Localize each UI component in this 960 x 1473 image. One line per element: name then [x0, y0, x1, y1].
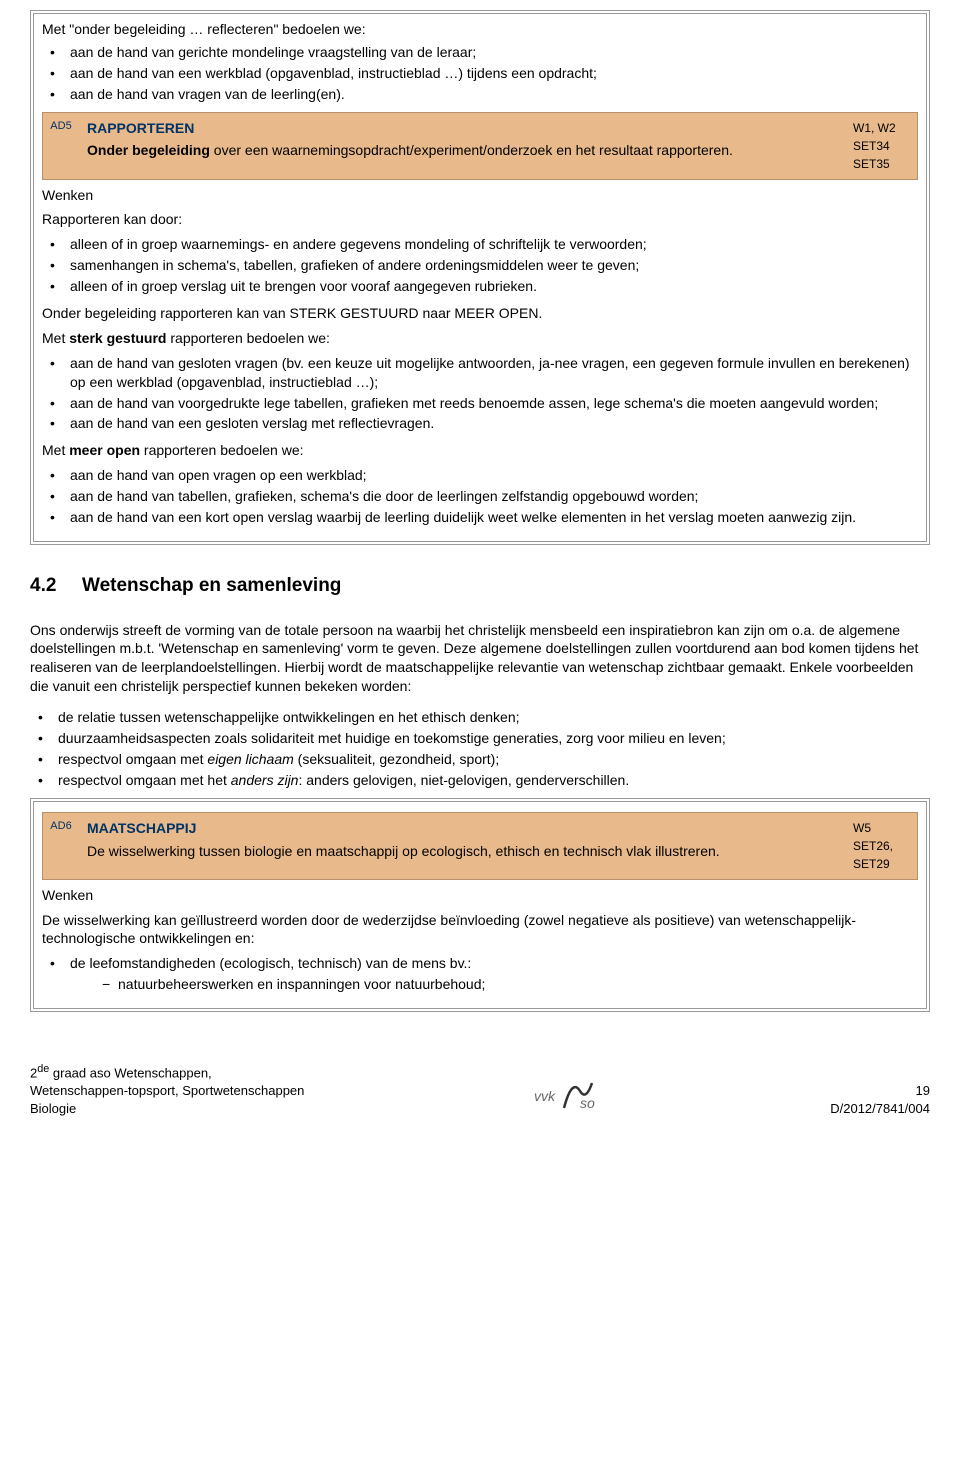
t: anders zijn: [231, 772, 299, 788]
box2-content: AD6 MAATSCHAPPIJ De wisselwerking tussen…: [34, 802, 926, 1008]
section-heading: 4.2Wetenschap en samenleving: [30, 573, 930, 599]
list-item: aan de hand van voorgedrukte lege tabell…: [42, 394, 918, 413]
footer-left: 2de graad aso Wetenschappen, Wetenschapp…: [30, 1062, 304, 1117]
list-item: aan de hand van een werkblad (opgavenbla…: [42, 64, 918, 83]
list-item: respectvol omgaan met eigen lichaam (sek…: [30, 750, 930, 769]
box2-list: de leefomstandigheden (ecologisch, techn…: [42, 954, 918, 994]
t: graad aso Wetenschappen,: [49, 1065, 211, 1080]
rapporteren-list: alleen of in groep waarnemings- en ander…: [42, 235, 918, 296]
ad5-desc: Onder begeleiding over een waarnemingsop…: [87, 141, 839, 160]
doc-ref: D/2012/7841/004: [830, 1100, 930, 1118]
tag: W1, W2: [853, 119, 911, 137]
t: (seksualiteit, gezondheid, sport);: [294, 751, 499, 767]
section-bullets: de relatie tussen wetenschappelijke ontw…: [30, 708, 930, 790]
section-paragraph: Ons onderwijs streeft de vorming van de …: [30, 621, 930, 697]
box2-sublist: natuurbeheerswerken en inspanningen voor…: [98, 975, 918, 994]
tag: SET26,: [853, 837, 911, 855]
ad5-code: AD5: [43, 113, 79, 179]
ad5-tags: W1, W2 SET34 SET35: [847, 113, 917, 179]
list-item: aan de hand van tabellen, grafieken, sch…: [42, 487, 918, 506]
tag: W5: [853, 819, 911, 837]
ad5-desc-rest: over een waarnemingsopdracht/experiment/…: [210, 142, 733, 158]
footer-line3: Biologie: [30, 1100, 304, 1118]
page-number: 19: [830, 1082, 930, 1100]
tag: SET29: [853, 855, 911, 873]
ad6-title-cell: MAATSCHAPPIJ De wisselwerking tussen bio…: [79, 813, 847, 879]
t: meer open: [69, 442, 140, 458]
list-item: respectvol omgaan met het anders zijn: a…: [30, 771, 930, 790]
footer-logo: vvk so: [304, 1073, 830, 1118]
ad5-desc-bold: Onder begeleiding: [87, 142, 210, 158]
reflecteren-list: aan de hand van gerichte mondelinge vraa…: [42, 43, 918, 104]
sterk-intro: Met sterk gestuurd rapporteren bedoelen …: [42, 329, 918, 348]
list-item: samenhangen in schema's, tabellen, grafi…: [42, 256, 918, 275]
onder-begeleiding-line: Onder begeleiding rapporteren kan van ST…: [42, 304, 918, 323]
sterk-list: aan de hand van gesloten vragen (bv. een…: [42, 354, 918, 434]
meer-open-intro: Met meer open rapporteren bedoelen we:: [42, 441, 918, 460]
box1-content: Met "onder begeleiding … reflecteren" be…: [34, 14, 926, 541]
t: eigen lichaam: [207, 751, 293, 767]
t: respectvol omgaan met: [58, 751, 207, 767]
list-item: aan de hand van open vragen op een werkb…: [42, 466, 918, 485]
list-item: alleen of in groep waarnemings- en ander…: [42, 235, 918, 254]
meer-open-list: aan de hand van open vragen op een werkb…: [42, 466, 918, 527]
wenken-label: Wenken: [42, 886, 918, 905]
list-item: de leefomstandigheden (ecologisch, techn…: [42, 954, 918, 994]
t: Met: [42, 442, 69, 458]
svg-text:so: so: [580, 1095, 595, 1111]
reflecteren-intro: Met "onder begeleiding … reflecteren" be…: [42, 20, 918, 39]
ad6-desc: De wisselwerking tussen biologie en maat…: [87, 842, 839, 861]
section-title: Wetenschap en samenleving: [82, 575, 341, 596]
list-item: duurzaamheidsaspecten zoals solidariteit…: [30, 729, 930, 748]
t: de: [37, 1063, 49, 1075]
list-item: aan de hand van vragen van de leerling(e…: [42, 85, 918, 104]
box2-para: De wisselwerking kan geïllustreerd worde…: [42, 911, 918, 949]
reflecteren-rapporteren-box: Met "onder begeleiding … reflecteren" be…: [30, 10, 930, 545]
rapporteren-intro: Rapporteren kan door:: [42, 210, 918, 229]
wenken-label: Wenken: [42, 186, 918, 205]
section-number: 4.2: [30, 573, 82, 599]
sub-item: natuurbeheerswerken en inspanningen voor…: [98, 975, 918, 994]
page-footer: 2de graad aso Wetenschappen, Wetenschapp…: [30, 1062, 930, 1117]
list-item: alleen of in groep verslag uit te brenge…: [42, 277, 918, 296]
t: rapporteren bedoelen we:: [140, 442, 303, 458]
t: rapporteren bedoelen we:: [166, 330, 329, 346]
t: respectvol omgaan met het: [58, 772, 231, 788]
ad5-header-row: AD5 RAPPORTEREN Onder begeleiding over e…: [42, 112, 918, 180]
maatschappij-box: AD6 MAATSCHAPPIJ De wisselwerking tussen…: [30, 798, 930, 1012]
footer-line2: Wetenschappen-topsport, Sportwetenschapp…: [30, 1082, 304, 1100]
t: de leefomstandigheden (ecologisch, techn…: [70, 955, 471, 971]
svg-text:vvk: vvk: [534, 1088, 556, 1104]
ad5-title-cell: RAPPORTEREN Onder begeleiding over een w…: [79, 113, 847, 179]
list-item: aan de hand van gerichte mondelinge vraa…: [42, 43, 918, 62]
ad5-title: RAPPORTEREN: [87, 119, 839, 138]
list-item: aan de hand van een gesloten verslag met…: [42, 414, 918, 433]
vvkso-logo-icon: vvk so: [532, 1073, 602, 1113]
t: Met: [42, 330, 69, 346]
list-item: aan de hand van een kort open verslag wa…: [42, 508, 918, 527]
ad6-title: MAATSCHAPPIJ: [87, 819, 839, 838]
footer-right: 19 D/2012/7841/004: [830, 1082, 930, 1117]
ad6-tags: W5 SET26, SET29: [847, 813, 917, 879]
list-item: aan de hand van gesloten vragen (bv. een…: [42, 354, 918, 392]
tag: SET35: [853, 155, 911, 173]
tag: SET34: [853, 137, 911, 155]
t: : anders gelovigen, niet-gelovigen, gend…: [298, 772, 629, 788]
ad6-code: AD6: [43, 813, 79, 879]
footer-line1: 2de graad aso Wetenschappen,: [30, 1062, 304, 1082]
ad6-header-row: AD6 MAATSCHAPPIJ De wisselwerking tussen…: [42, 812, 918, 880]
list-item: de relatie tussen wetenschappelijke ontw…: [30, 708, 930, 727]
t: sterk gestuurd: [69, 330, 166, 346]
